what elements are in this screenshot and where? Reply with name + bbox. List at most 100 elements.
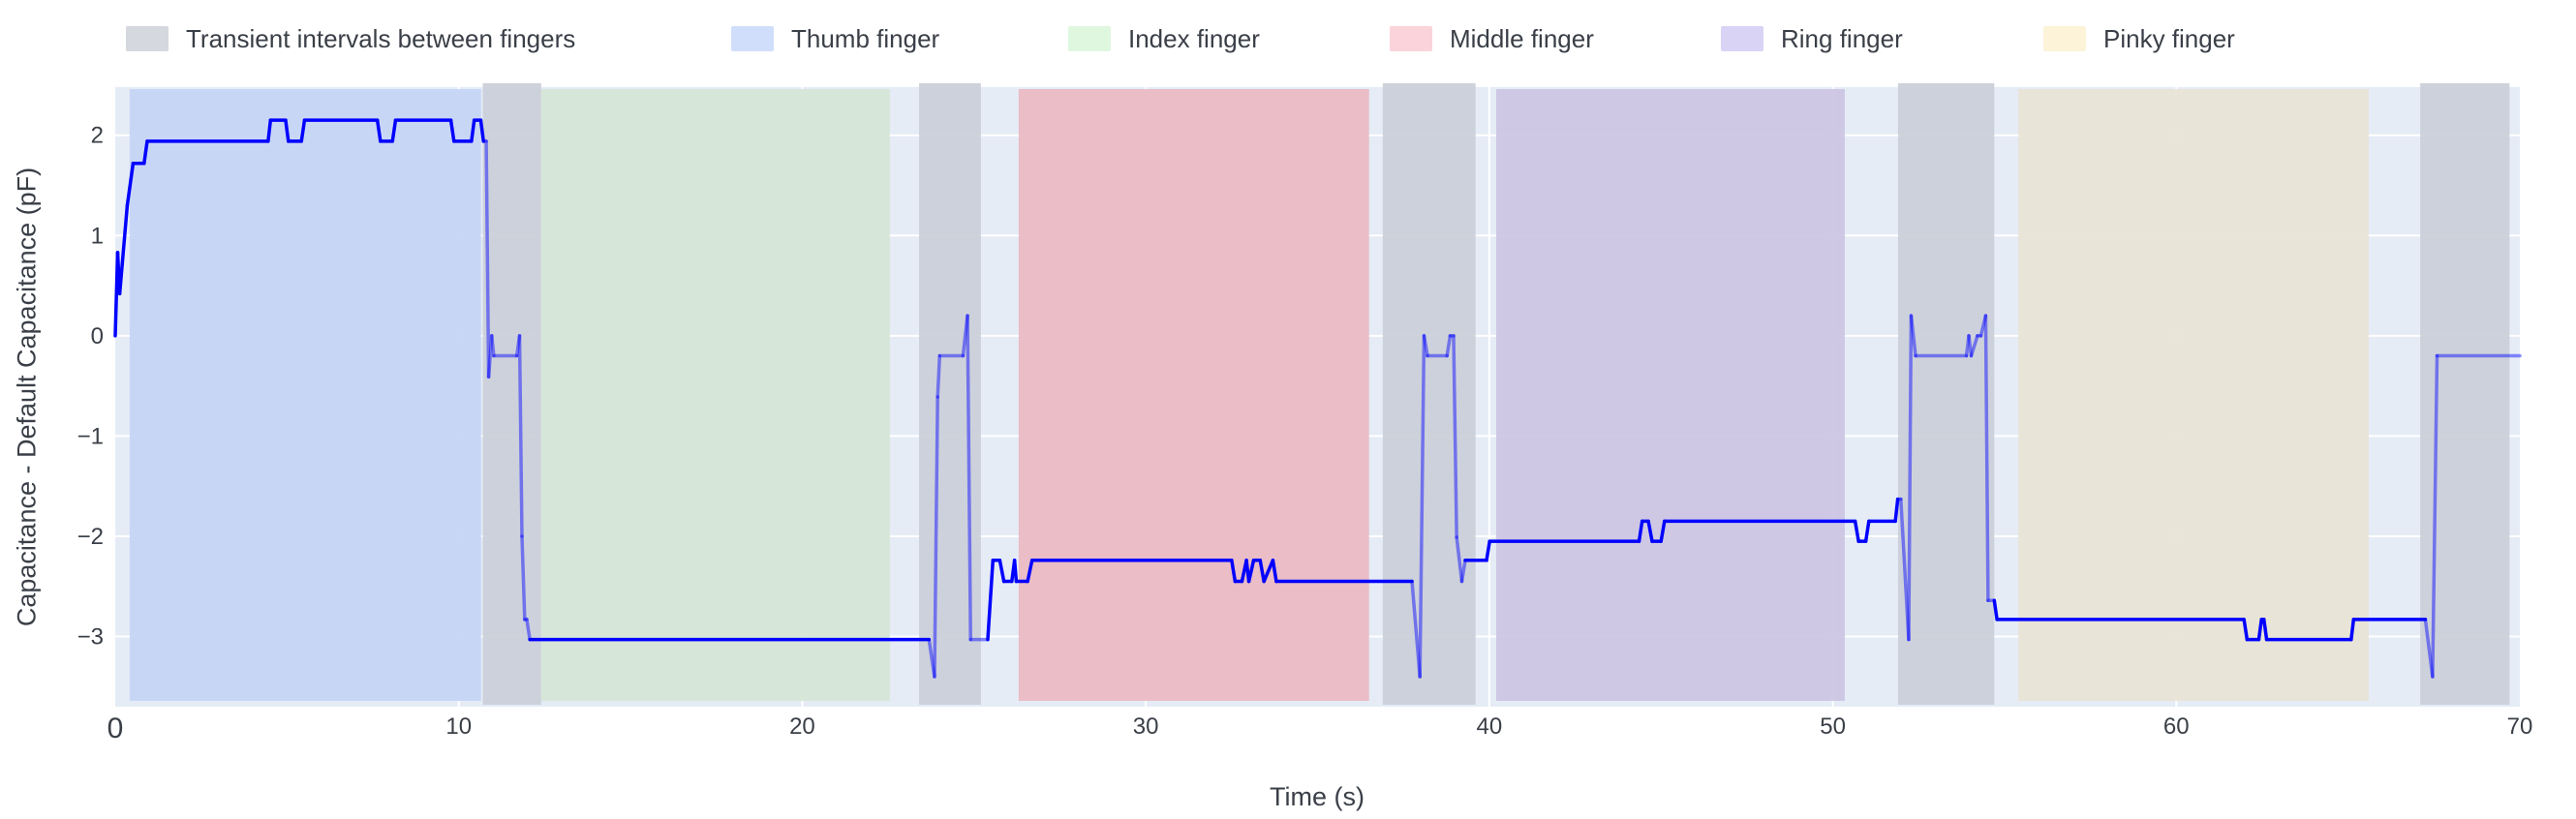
x-tick-label: 60 bbox=[2163, 713, 2190, 740]
line-segment bbox=[966, 314, 972, 642]
line-segment bbox=[390, 118, 398, 143]
y-tick-label: 2 bbox=[91, 123, 104, 149]
line-segment bbox=[1646, 519, 1654, 543]
line-segment bbox=[1659, 519, 1667, 543]
line-segment bbox=[1246, 559, 1256, 584]
legend-swatch bbox=[2043, 26, 2086, 51]
legend-swatch bbox=[1390, 26, 1432, 51]
line-segment bbox=[520, 534, 527, 622]
line-segment bbox=[1967, 334, 1974, 358]
line-segment bbox=[125, 161, 136, 207]
legend-label: Ring finger bbox=[1781, 23, 1903, 53]
x-tick-label: 20 bbox=[789, 713, 815, 740]
x-tick-label: 10 bbox=[445, 713, 472, 740]
line-segment bbox=[1992, 598, 1999, 622]
line-segment bbox=[935, 353, 942, 399]
line-segment bbox=[1964, 334, 1971, 358]
finger-region bbox=[129, 89, 481, 701]
y-tick-label: −3 bbox=[77, 624, 104, 651]
line-segment bbox=[1978, 314, 1988, 338]
line-segment bbox=[486, 334, 494, 379]
line-segment bbox=[1422, 334, 1429, 358]
line-segment bbox=[1230, 559, 1238, 584]
line-segment bbox=[1637, 519, 1644, 543]
line-segment bbox=[1893, 497, 1900, 524]
transient-region bbox=[1897, 83, 1995, 705]
transient-region bbox=[919, 83, 981, 705]
line-segment bbox=[927, 637, 936, 679]
finger-region bbox=[540, 89, 890, 701]
line-segment bbox=[1410, 579, 1422, 679]
line-segment bbox=[142, 139, 149, 166]
legend-swatch bbox=[731, 26, 774, 51]
y-axis-title: Capacitance - Default Capacitance (pF) bbox=[12, 167, 42, 627]
legend-label: Thumb finger bbox=[791, 23, 940, 53]
line-segment bbox=[284, 118, 291, 143]
line-segment bbox=[1459, 559, 1467, 584]
line-segment bbox=[514, 334, 522, 358]
finger-region bbox=[1018, 89, 1369, 701]
transient-region bbox=[2420, 83, 2510, 705]
legend-swatch bbox=[1068, 26, 1111, 51]
line-segment bbox=[266, 118, 273, 143]
shaded-regions bbox=[129, 83, 2510, 705]
x-tick-label: 30 bbox=[1133, 713, 1159, 740]
line-segment bbox=[1983, 314, 1990, 602]
line-segment bbox=[2242, 618, 2250, 642]
line-segment bbox=[478, 118, 486, 143]
finger-region bbox=[2018, 89, 2369, 701]
legend-label: Middle finger bbox=[1450, 23, 1594, 53]
x-tick-label: 50 bbox=[1820, 713, 1846, 740]
line-segment bbox=[1452, 334, 1458, 539]
x-axis-ticks: 0 10 20 30 40 50 60 70 bbox=[107, 713, 2533, 744]
x-axis-title: Time (s) bbox=[1270, 782, 1365, 811]
line-segment bbox=[1271, 559, 1278, 584]
line-segment bbox=[2349, 618, 2356, 642]
legend-item[interactable]: Ring finger bbox=[1721, 21, 1903, 56]
y-tick-label: 0 bbox=[91, 323, 104, 349]
line-segment bbox=[375, 118, 383, 143]
transient-region bbox=[1382, 83, 1476, 705]
line-segment bbox=[1907, 314, 1914, 642]
line-segment bbox=[1899, 497, 1911, 642]
line-segment bbox=[1969, 334, 1979, 358]
line-segment bbox=[1853, 519, 1860, 543]
line-segment bbox=[1418, 334, 1426, 679]
line-segment bbox=[2423, 618, 2435, 679]
legend-item[interactable]: Index finger bbox=[1068, 21, 1260, 56]
line-segment bbox=[933, 395, 939, 679]
line-segment bbox=[986, 559, 996, 642]
y-tick-label: −1 bbox=[77, 423, 104, 449]
line-segment bbox=[1262, 559, 1275, 584]
line-segment bbox=[525, 618, 532, 642]
legend-item[interactable]: Middle finger bbox=[1390, 21, 1594, 56]
line-segment bbox=[484, 139, 491, 379]
line-segment bbox=[2261, 618, 2269, 642]
line-segment bbox=[299, 118, 307, 143]
legend-label: Pinky finger bbox=[2103, 23, 2235, 53]
x-tick-label: 0 bbox=[107, 713, 124, 744]
line-segment bbox=[1863, 519, 1871, 543]
x-tick-label: 40 bbox=[1477, 713, 1503, 740]
legend-swatch bbox=[126, 26, 169, 51]
legend-item[interactable]: Thumb finger bbox=[731, 21, 939, 56]
line-segment bbox=[490, 334, 496, 358]
legend-item[interactable]: Pinky finger bbox=[2043, 21, 2235, 56]
line-segment bbox=[1258, 559, 1266, 584]
capacitance-line bbox=[113, 118, 2522, 679]
legend-item[interactable]: Transient intervals between fingers bbox=[126, 21, 575, 56]
line-segment bbox=[961, 314, 969, 358]
line-segment bbox=[1445, 334, 1453, 358]
line-segment bbox=[470, 118, 476, 143]
line-segment bbox=[2431, 353, 2439, 679]
line-segment bbox=[1455, 535, 1464, 584]
line-segment bbox=[1485, 539, 1491, 562]
line-segment bbox=[997, 559, 1006, 584]
x-tick-label: 70 bbox=[2507, 713, 2533, 740]
y-tick-label: −2 bbox=[77, 524, 104, 550]
legend: Transient intervals between fingers Thumb… bbox=[0, 21, 2576, 60]
finger-region bbox=[1495, 89, 1845, 701]
y-axis-ticks: −3 −2 −1 0 1 2 bbox=[77, 123, 104, 651]
legend-label: Transient intervals between fingers bbox=[186, 23, 576, 53]
